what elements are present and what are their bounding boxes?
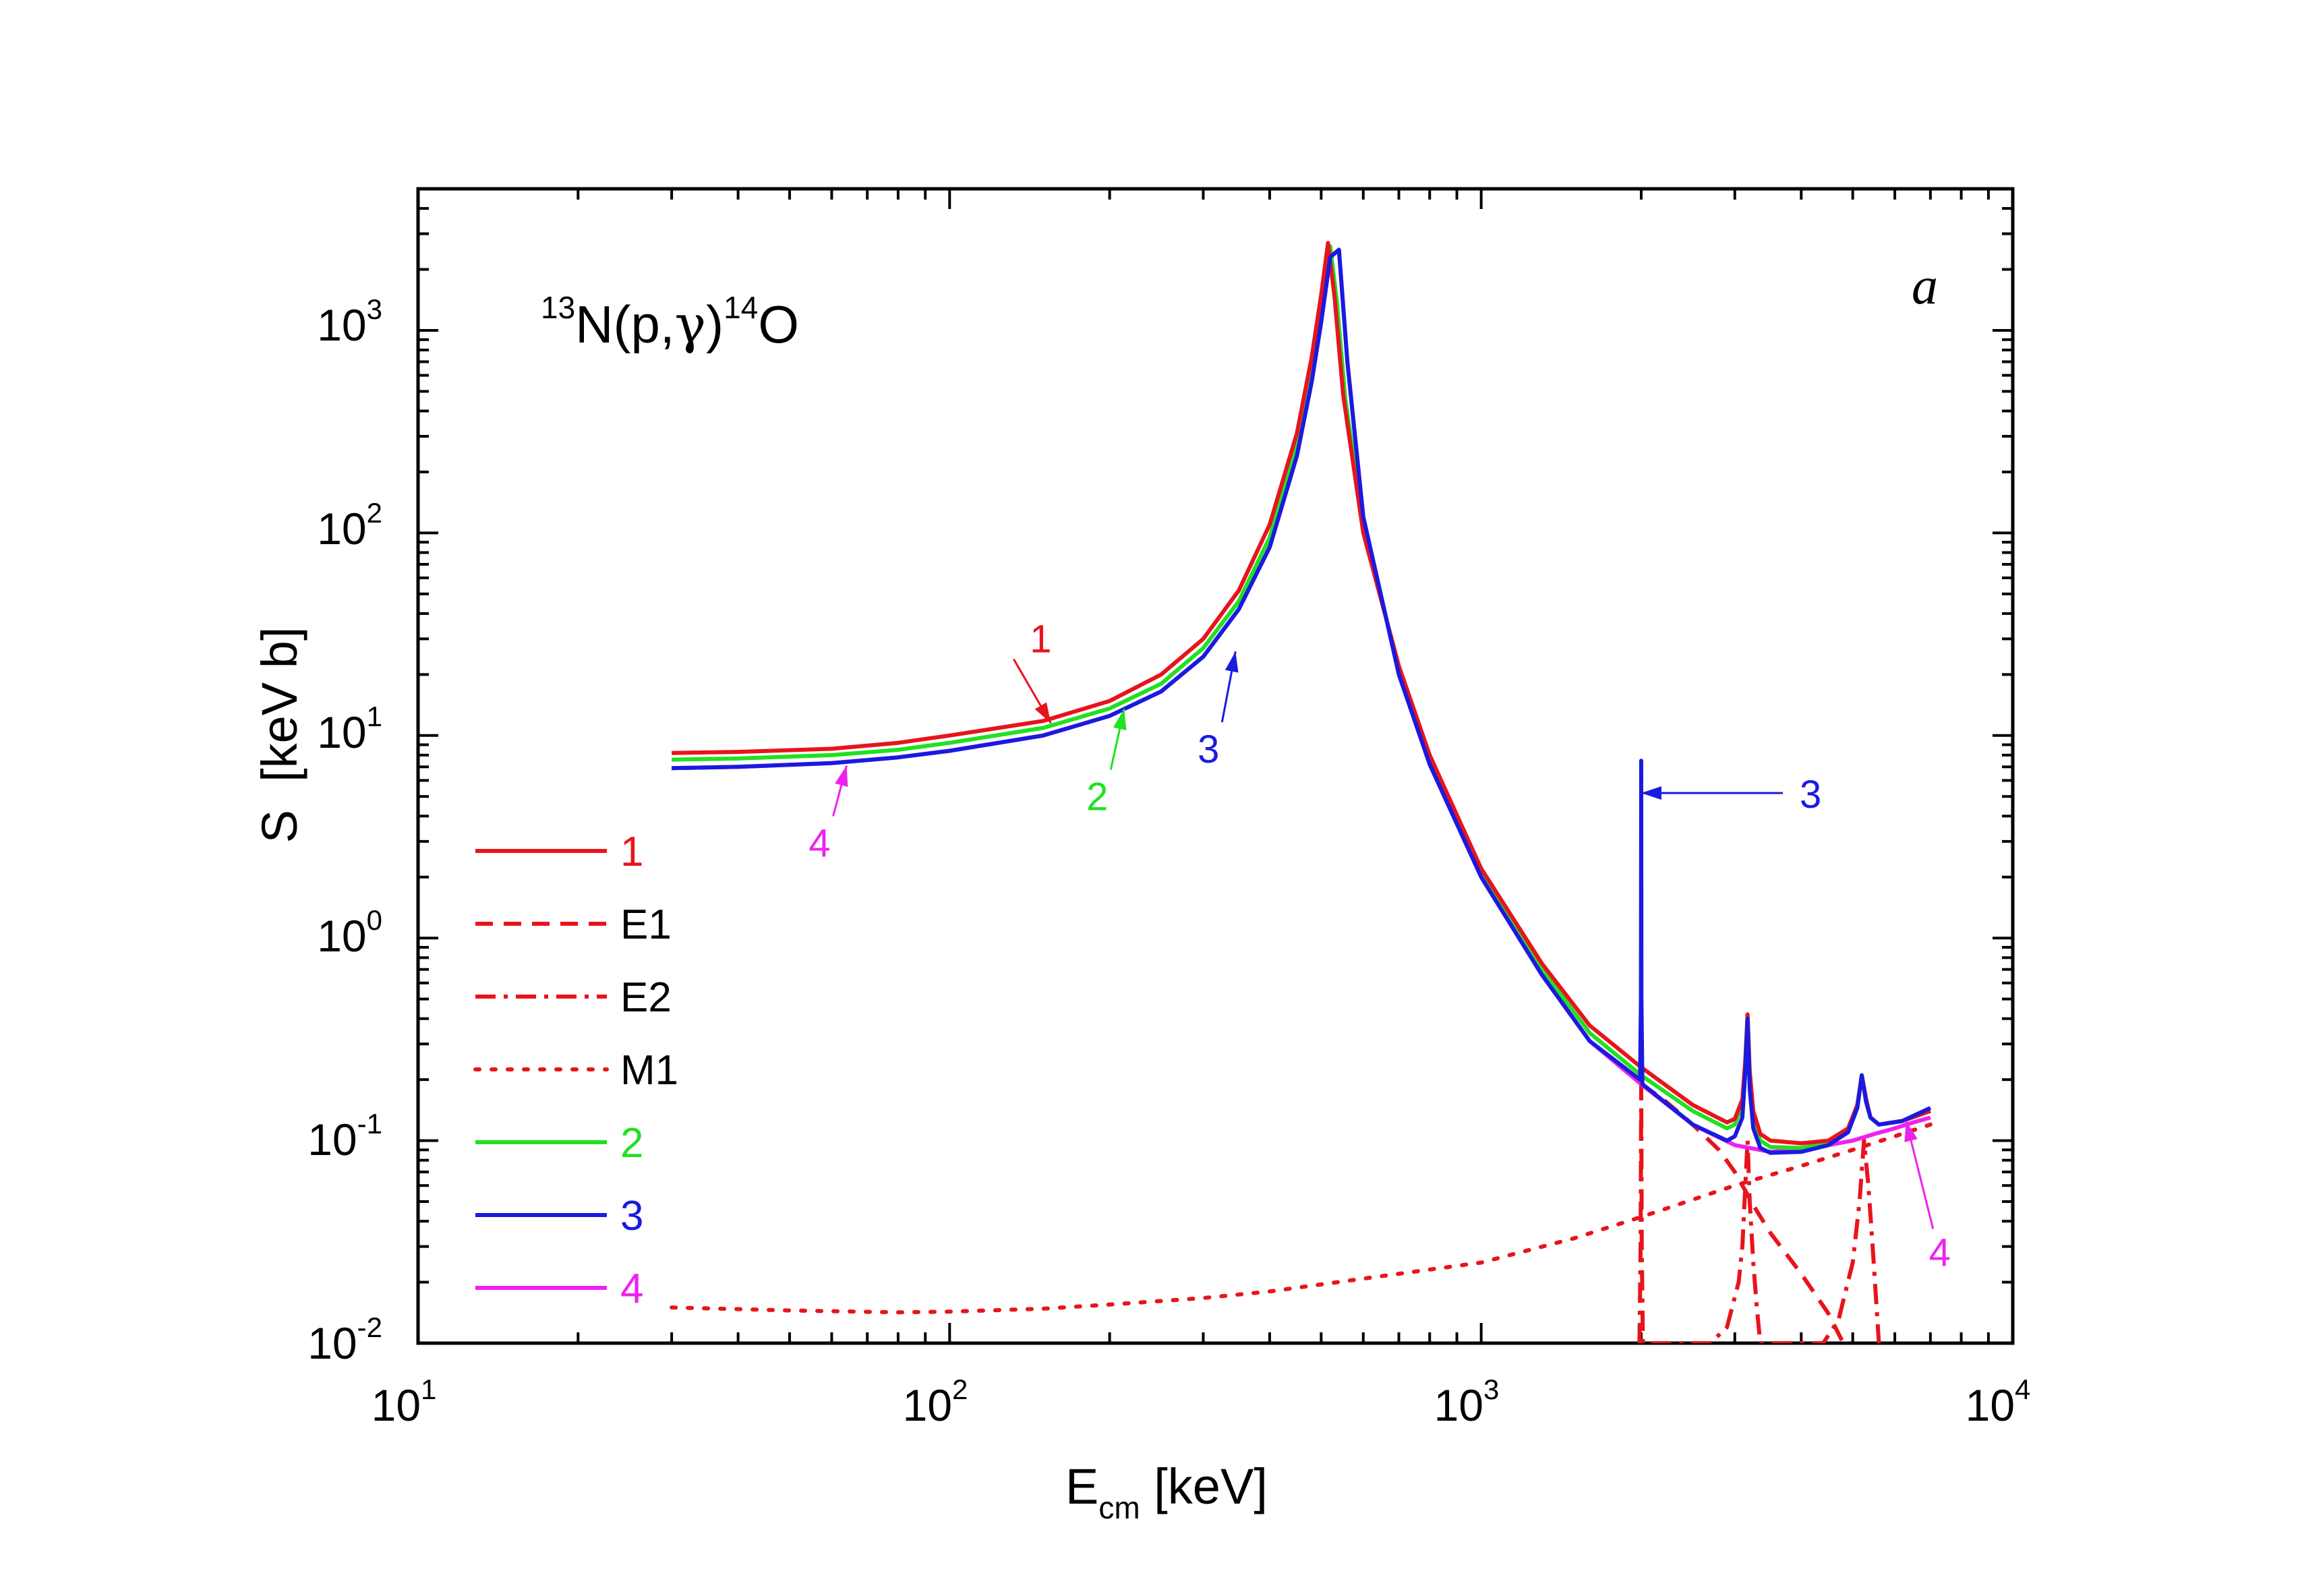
legend: 1 E1 E2 M1 2 3 4: [473, 829, 678, 1312]
y-axis-tick-labels: 10-2 10-1 100 101 102 103: [307, 293, 382, 1368]
x-tick-base: 10: [1434, 1380, 1483, 1430]
annotation-label: 4: [808, 821, 830, 865]
x-axis-title-main: E: [1065, 1458, 1098, 1514]
series-line-4: [672, 247, 1931, 1154]
annotation-label: 4: [1929, 1231, 1951, 1274]
y-tick-label: 10-1: [307, 1108, 382, 1164]
y-tick-label: 10-2: [307, 1311, 382, 1368]
y-tick-exp: -2: [357, 1311, 382, 1343]
annotation-arrowhead: [1034, 702, 1051, 723]
reaction-gamma: γ: [675, 295, 707, 355]
annotation-arrowhead: [1904, 1121, 1918, 1143]
y-tick-base: 10: [317, 707, 366, 757]
legend-label: M1: [620, 1047, 678, 1094]
x-tick-label: 101: [372, 1373, 437, 1430]
x-tick-base: 10: [372, 1380, 421, 1430]
annotation-arrowhead: [1113, 709, 1127, 731]
y-tick-label: 101: [317, 701, 382, 757]
y-tick-label: 103: [317, 293, 382, 350]
annotation-layer: 1 2 3 4 3 4: [808, 618, 1951, 1275]
annotation-label: 2: [1086, 775, 1108, 819]
x-tick-label: 104: [1966, 1373, 2031, 1430]
annotation-label: 1: [1030, 618, 1051, 661]
reaction-close: ): [706, 295, 724, 354]
x-axis-title: Ecm [keV]: [1065, 1458, 1268, 1525]
panel-label: a: [1912, 256, 1938, 315]
legend-label: 3: [620, 1193, 643, 1239]
y-tick-exp: -1: [357, 1108, 382, 1140]
legend-label: 4: [620, 1266, 643, 1312]
series-line-E1: [1640, 1082, 1846, 1343]
legend-label: E2: [620, 974, 672, 1021]
y-axis-title: S [keV b]: [252, 627, 307, 844]
y-axis-ticks: [418, 187, 2013, 1344]
x-tick-label: 102: [903, 1373, 968, 1430]
legend-label: 2: [620, 1120, 643, 1166]
legend-label: E1: [620, 902, 672, 948]
y-tick-base: 10: [307, 1318, 357, 1368]
y-tick-exp: 3: [367, 293, 382, 325]
y-tick-exp: 2: [367, 497, 382, 529]
x-axis-title-sub: cm: [1098, 1490, 1140, 1525]
y-tick-exp: 1: [367, 701, 382, 732]
series-line-2: [672, 244, 1931, 1150]
x-tick-label: 103: [1434, 1373, 1500, 1430]
series-layer: [670, 241, 1933, 1343]
y-tick-base: 10: [307, 1115, 357, 1164]
x-tick-exp: 3: [1483, 1373, 1499, 1405]
y-tick-exp: 0: [367, 904, 382, 936]
x-tick-base: 10: [903, 1380, 952, 1430]
x-tick-base: 10: [1966, 1380, 2015, 1430]
x-tick-exp: 4: [2015, 1373, 2030, 1405]
annotation-label: 3: [1198, 728, 1219, 771]
x-tick-exp: 2: [952, 1373, 968, 1405]
annotation-arrowhead: [1225, 651, 1239, 673]
y-tick-base: 10: [317, 504, 366, 554]
y-tick-label: 100: [317, 904, 382, 961]
series-line-3: [672, 247, 1932, 1155]
x-tick-exp: 1: [421, 1373, 436, 1405]
legend-label: 1: [620, 829, 643, 875]
reaction-channel: (p,: [614, 295, 675, 354]
annotation-label: 3: [1800, 773, 1821, 817]
annotation-arrowhead: [1641, 786, 1661, 800]
series-line-1: [672, 241, 1931, 1146]
reaction-product: O: [758, 295, 799, 354]
y-tick-base: 10: [317, 300, 366, 350]
x-axis-title-unit: [keV]: [1140, 1458, 1268, 1514]
annotation-arrowhead: [835, 765, 848, 788]
reaction-target: N: [575, 295, 613, 354]
series-line-E2: [1637, 1082, 1881, 1343]
series-line-M1: [670, 1122, 1933, 1315]
reaction-product-mass: 14: [724, 290, 758, 325]
y-tick-base: 10: [317, 911, 366, 961]
y-tick-label: 102: [317, 497, 382, 554]
x-axis-ticks: [417, 189, 2014, 1343]
x-axis-tick-labels: 101 102 103 104: [372, 1373, 2031, 1430]
reaction-label: 13N(p,γ)14O: [541, 290, 799, 355]
reaction-target-mass: 13: [541, 290, 575, 325]
